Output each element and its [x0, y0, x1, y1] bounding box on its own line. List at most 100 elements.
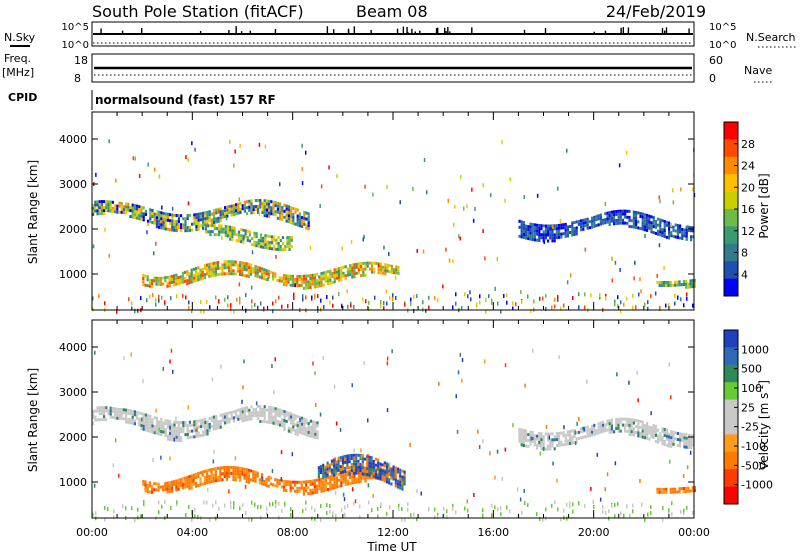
data-cell — [669, 490, 672, 494]
data-cell — [173, 283, 176, 287]
date-title: 24/Feb/2019 — [606, 2, 706, 21]
data-cell — [239, 273, 242, 277]
data-cell — [208, 468, 211, 472]
data-cell — [632, 222, 635, 226]
data-cell — [372, 493, 374, 498]
data-cell — [274, 484, 277, 488]
data-cell — [326, 295, 328, 299]
data-cell — [350, 462, 353, 466]
data-cell — [326, 470, 329, 474]
data-cell — [682, 487, 685, 490]
data-cell — [401, 517, 403, 522]
data-cell — [661, 219, 664, 223]
data-cell — [186, 270, 189, 274]
data-cell — [367, 454, 369, 459]
data-cell — [562, 431, 565, 435]
data-cell — [386, 301, 388, 306]
data-cell — [692, 187, 694, 192]
data-cell — [246, 229, 249, 233]
data-cell — [330, 459, 334, 463]
data-cell — [643, 219, 646, 223]
data-cell — [379, 465, 382, 469]
data-cell — [682, 280, 685, 283]
data-cell — [646, 421, 649, 425]
data-cell — [195, 273, 198, 277]
data-cell — [245, 474, 248, 478]
data-cell — [383, 470, 386, 474]
data-cell — [248, 233, 252, 237]
data-cell — [563, 425, 565, 430]
data-cell — [626, 296, 628, 301]
data-cell — [188, 487, 191, 491]
data-cell — [122, 411, 125, 415]
data-cell — [125, 506, 127, 511]
data-cell — [191, 429, 194, 433]
data-cell — [350, 468, 353, 472]
data-cell — [643, 213, 646, 217]
data-cell — [267, 269, 270, 273]
data-cell — [346, 479, 349, 483]
data-cell — [617, 426, 620, 430]
data-cell — [552, 461, 554, 466]
data-cell — [186, 430, 189, 433]
data-cell — [250, 205, 253, 209]
data-cell — [219, 425, 222, 429]
data-cell — [250, 269, 253, 273]
data-cell — [307, 422, 310, 425]
data-cell — [230, 263, 233, 267]
data-cell — [212, 473, 215, 477]
data-cell — [637, 422, 640, 426]
data-cell — [93, 483, 96, 488]
data-cell — [538, 438, 541, 441]
data-cell — [575, 226, 578, 230]
data-cell — [229, 225, 232, 229]
data-cell — [188, 228, 191, 232]
data-cell — [116, 410, 119, 414]
data-cell — [247, 471, 250, 475]
data-cell — [215, 421, 218, 424]
data-cell — [151, 212, 154, 215]
data-cell — [227, 295, 229, 300]
data-cell — [582, 227, 585, 231]
data-cell — [571, 438, 574, 442]
data-cell — [188, 484, 191, 488]
colorbar-swatch — [724, 364, 738, 383]
data-cell — [131, 412, 134, 416]
data-cell — [142, 274, 145, 278]
data-cell — [298, 430, 301, 434]
data-cell — [329, 509, 331, 514]
data-cell — [652, 430, 655, 434]
data-cell — [222, 227, 225, 231]
data-cell — [343, 497, 346, 502]
data-cell — [226, 234, 230, 238]
data-cell — [149, 220, 152, 224]
data-cell — [199, 471, 202, 475]
data-cell — [259, 404, 262, 408]
data-cell — [661, 436, 664, 440]
data-cell — [479, 294, 481, 299]
data-cell — [266, 506, 268, 511]
data-cell — [263, 408, 266, 412]
data-cell — [536, 443, 539, 447]
data-cell — [331, 281, 334, 284]
data-cell — [191, 228, 194, 232]
data-cell — [204, 427, 207, 430]
data-cell — [292, 206, 295, 210]
data-cell — [540, 438, 543, 442]
data-cell — [294, 281, 297, 284]
data-cell — [681, 433, 684, 436]
data-cell — [237, 408, 240, 412]
data-cell — [679, 441, 682, 445]
data-cell — [681, 439, 684, 442]
data-cell — [520, 232, 523, 236]
data-cell — [533, 235, 536, 239]
data-cell — [333, 268, 336, 272]
data-cell — [232, 472, 235, 476]
data-cell — [296, 275, 299, 278]
data-cell — [693, 489, 696, 492]
data-cell — [252, 408, 255, 412]
data-cell — [590, 293, 592, 298]
data-cell — [300, 277, 303, 281]
data-cell — [683, 436, 686, 440]
data-cell — [318, 487, 321, 491]
